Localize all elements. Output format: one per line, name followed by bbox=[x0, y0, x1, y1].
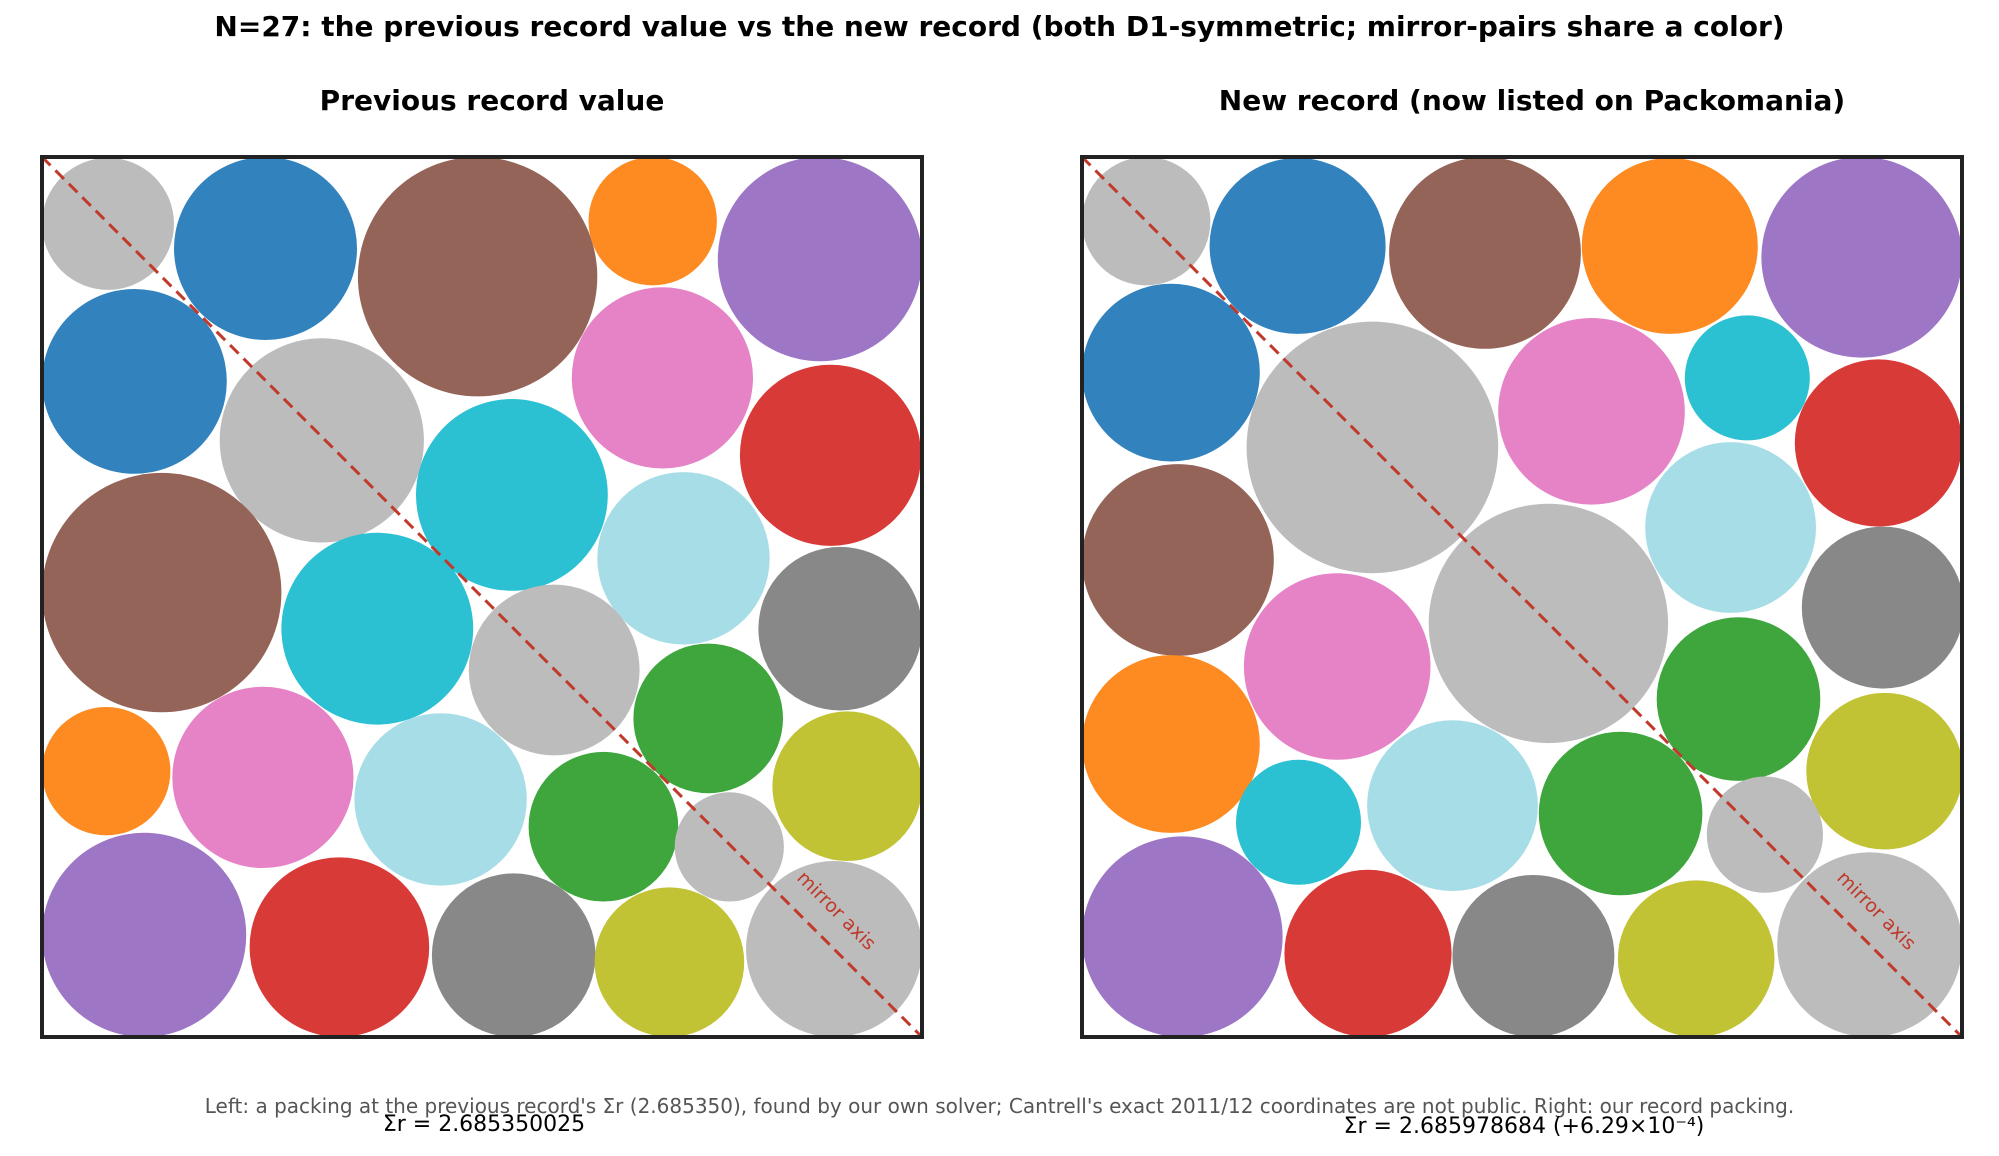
right-circle-22 bbox=[1706, 776, 1823, 893]
left-circle-24 bbox=[249, 857, 430, 1037]
right-circle-12 bbox=[1645, 442, 1816, 613]
left-circle-7 bbox=[219, 338, 424, 543]
left-circle-10 bbox=[739, 364, 922, 546]
left-circle-26 bbox=[594, 887, 745, 1037]
right-circle-17 bbox=[1082, 655, 1260, 833]
right-circle-4 bbox=[1581, 157, 1758, 334]
right-circle-20 bbox=[1367, 720, 1538, 891]
left-circle-25 bbox=[431, 873, 596, 1037]
right-circle-2 bbox=[1209, 157, 1386, 334]
left-panel-title: Previous record value bbox=[319, 84, 665, 117]
right-mirror-axis bbox=[1080, 155, 1964, 1039]
right-circle-11 bbox=[1082, 464, 1274, 656]
left-circle-15 bbox=[758, 546, 922, 711]
right-circle-9 bbox=[1684, 315, 1810, 441]
right-plot-frame bbox=[1080, 155, 1964, 1039]
right-circle-18 bbox=[1806, 692, 1963, 850]
left-circle-18 bbox=[172, 686, 354, 869]
right-circle-5 bbox=[1761, 157, 1962, 358]
left-circle-20 bbox=[772, 711, 922, 861]
left-plot-frame bbox=[40, 155, 924, 1039]
left-circle-9 bbox=[416, 399, 608, 591]
right-circle-8 bbox=[1498, 318, 1685, 505]
left-circle-8 bbox=[571, 287, 754, 469]
left-circle-16 bbox=[633, 643, 783, 794]
right-circle-3 bbox=[1389, 157, 1581, 349]
right-circle-6 bbox=[1082, 283, 1260, 462]
figure-title: N=27: the previous record value vs the n… bbox=[214, 10, 1785, 43]
left-sum-label: Σr = 2.685350025 bbox=[382, 1112, 586, 1137]
left-circle-12 bbox=[597, 472, 770, 645]
right-circle-16 bbox=[1656, 617, 1821, 781]
right-circle-24 bbox=[1284, 869, 1452, 1037]
right-circle-21 bbox=[1538, 731, 1703, 896]
left-circle-5 bbox=[717, 157, 923, 362]
left-circle-23 bbox=[42, 832, 247, 1037]
left-circles bbox=[42, 157, 923, 1037]
left-circle-6 bbox=[42, 289, 227, 474]
left-circle-17 bbox=[42, 707, 171, 836]
left-circle-4 bbox=[588, 157, 717, 286]
right-circle-15 bbox=[1243, 573, 1431, 760]
left-packing-plot: mirror axis bbox=[40, 155, 924, 1039]
right-circle-26 bbox=[1617, 880, 1775, 1037]
figure-caption: Left: a packing at the previous record's… bbox=[204, 1094, 1795, 1118]
left-circle-19 bbox=[354, 713, 527, 886]
left-circle-22 bbox=[674, 792, 784, 902]
right-circle-10 bbox=[1794, 359, 1962, 527]
right-circle-14 bbox=[1801, 526, 1964, 689]
right-circles bbox=[1082, 157, 1964, 1037]
right-circle-25 bbox=[1452, 875, 1615, 1037]
right-circle-19 bbox=[1236, 759, 1361, 885]
left-circle-2 bbox=[174, 157, 357, 340]
left-circle-13 bbox=[281, 532, 474, 725]
right-packing-plot: mirror axis bbox=[1080, 155, 1964, 1039]
right-circle-23 bbox=[1082, 836, 1283, 1037]
left-mirror-axis bbox=[40, 155, 924, 1039]
left-circle-11 bbox=[42, 472, 282, 713]
right-panel-title: New record (now listed on Packomania) bbox=[1218, 84, 1846, 117]
left-circle-3 bbox=[357, 157, 598, 397]
right-sum-label: Σr = 2.685978684 (+6.29×10⁻⁴) bbox=[1343, 1114, 1705, 1139]
left-circle-21 bbox=[528, 751, 679, 902]
